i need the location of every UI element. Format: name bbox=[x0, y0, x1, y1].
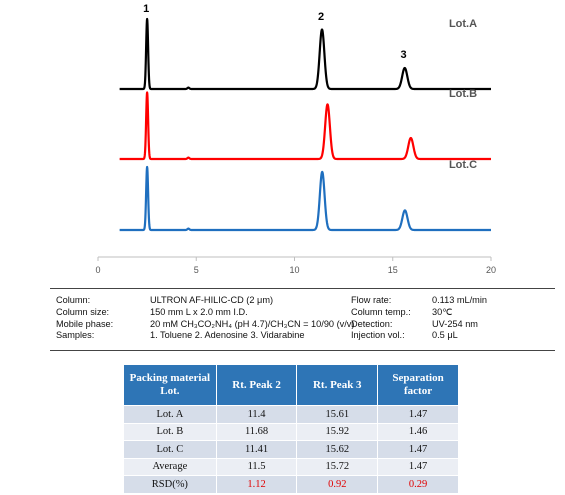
x-tick-label: 20 bbox=[486, 265, 496, 275]
table-cell: 11.4 bbox=[215, 405, 298, 424]
condition-label: Flow rate: bbox=[351, 295, 392, 305]
table-row-rsd: RSD(%) 1.12 0.92 0.29 bbox=[123, 475, 459, 494]
series-line-lot-c bbox=[118, 165, 492, 232]
legend-label: Lot.B bbox=[449, 88, 477, 100]
condition-label: Column size: bbox=[56, 306, 110, 317]
condition-value: 0.5 μL bbox=[432, 330, 458, 341]
table-cell: RSD(%) bbox=[123, 475, 217, 494]
table-row: Lot. A 11.4 15.61 1.47 bbox=[123, 405, 459, 424]
header-rt-peak-2: Rt. Peak 2 bbox=[215, 364, 298, 406]
table-row: Lot. C 11.41 15.62 1.47 bbox=[123, 440, 459, 459]
condition-value: UV-254 nm bbox=[432, 318, 478, 329]
conditions-row: Samples: 1. Toluene 2. Adenosine 3. Vida… bbox=[50, 330, 555, 342]
table-cell: 15.62 bbox=[296, 440, 379, 459]
table-cell-rsd: 0.29 bbox=[377, 475, 459, 494]
results-table: Packing material Lot. Rt. Peak 2 Rt. Pea… bbox=[123, 364, 459, 494]
series-line-lot-b bbox=[118, 91, 492, 161]
peak-label: 3 bbox=[400, 49, 406, 61]
table-cell: Lot. C bbox=[123, 440, 217, 459]
table-row: Average 11.5 15.72 1.47 bbox=[123, 457, 459, 476]
legend-label: Lot.A bbox=[449, 18, 477, 30]
condition-label: Column temp.: bbox=[351, 306, 411, 317]
peak-label: 1 bbox=[143, 3, 149, 15]
table-cell: 11.5 bbox=[215, 457, 298, 476]
table-cell: 1.46 bbox=[377, 422, 459, 441]
condition-value: 0.113 mL/min bbox=[432, 295, 487, 305]
condition-value: 20 mM CH₃CO₂NH₄ (pH 4.7)/CH₃CN = 10/90 (… bbox=[150, 318, 355, 329]
header-packing-lot: Packing material Lot. bbox=[123, 364, 217, 406]
conditions-row: Column size: 150 mm L x 2.0 mm I.D. Colu… bbox=[50, 307, 555, 319]
table-cell: Lot. B bbox=[123, 422, 217, 441]
x-tick-label: 5 bbox=[194, 265, 199, 275]
table-cell: 1.47 bbox=[377, 405, 459, 424]
condition-label: Mobile phase: bbox=[56, 318, 114, 329]
header-separation-factor: Separation factor bbox=[377, 364, 459, 406]
header-rt-peak-3: Rt. Peak 3 bbox=[296, 364, 379, 406]
peak-label: 2 bbox=[318, 11, 324, 23]
table-cell: 11.68 bbox=[215, 422, 298, 441]
x-tick-label: 15 bbox=[388, 265, 398, 275]
series-line-lot-a bbox=[118, 17, 492, 91]
table-cell-rsd: 1.12 bbox=[215, 475, 298, 494]
condition-label: Column: bbox=[56, 295, 91, 305]
table-cell: 1.47 bbox=[377, 457, 459, 476]
chromatogram-chart: Lot.A Lot.B Lot.C 1 2 3 0 5 10 15 20 bbox=[95, 3, 496, 275]
condition-value: ULTRON AF-HILIC-CD (2 μm) bbox=[150, 295, 274, 305]
conditions-panel: Column: ULTRON AF-HILIC-CD (2 μm) Flow r… bbox=[50, 288, 555, 351]
table-header-row: Packing material Lot. Rt. Peak 2 Rt. Pea… bbox=[123, 364, 459, 406]
legend-label: Lot.C bbox=[449, 159, 477, 171]
table-cell: 11.41 bbox=[215, 440, 298, 459]
condition-label: Detection: bbox=[351, 318, 393, 329]
table-cell: 15.92 bbox=[296, 422, 379, 441]
table-cell-rsd: 0.92 bbox=[296, 475, 379, 494]
condition-label: Injection vol.: bbox=[351, 330, 405, 341]
table-cell: Average bbox=[123, 457, 217, 476]
table-cell: Lot. A bbox=[123, 405, 217, 424]
condition-label: Samples: bbox=[56, 330, 95, 341]
condition-value: 1. Toluene 2. Adenosine 3. Vidarabine bbox=[150, 330, 305, 341]
table-cell: 15.72 bbox=[296, 457, 379, 476]
condition-value: 30℃ bbox=[432, 306, 453, 317]
conditions-row: Column: ULTRON AF-HILIC-CD (2 μm) Flow r… bbox=[50, 295, 555, 307]
condition-value: 150 mm L x 2.0 mm I.D. bbox=[150, 306, 248, 317]
table-row: Lot. B 11.68 15.92 1.46 bbox=[123, 422, 459, 441]
table-cell: 15.61 bbox=[296, 405, 379, 424]
table-cell: 1.47 bbox=[377, 440, 459, 459]
conditions-row: Mobile phase: 20 mM CH₃CO₂NH₄ (pH 4.7)/C… bbox=[50, 319, 555, 331]
x-tick-label: 10 bbox=[289, 265, 299, 275]
x-tick-label: 0 bbox=[95, 265, 100, 275]
